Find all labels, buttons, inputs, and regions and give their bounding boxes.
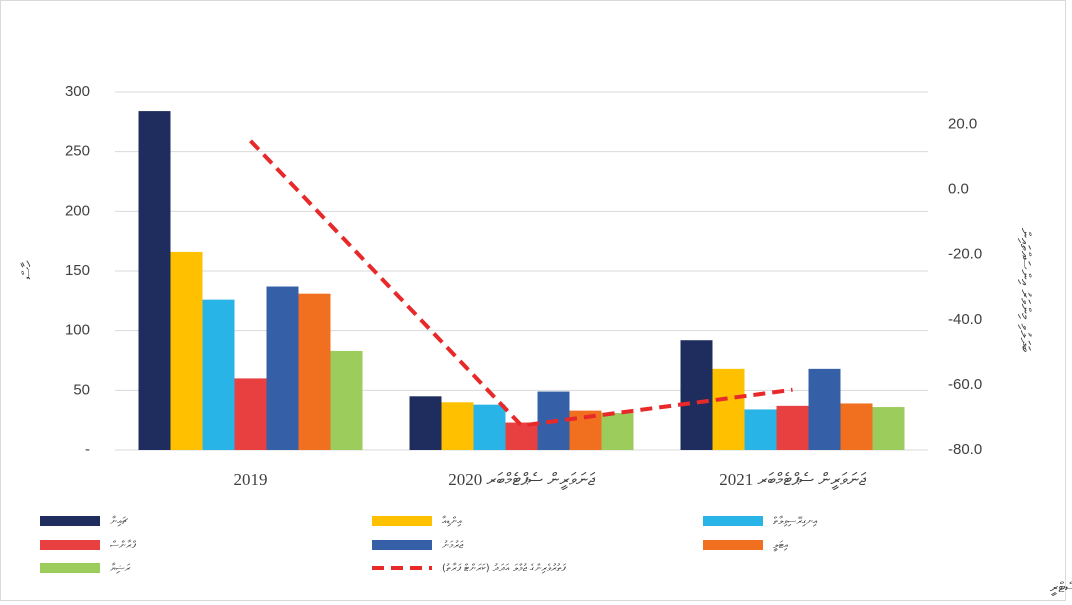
legend-label: ރަޝިޔާ <box>110 563 131 574</box>
legend-label: ފަތުރުވެރިންގެ ޖުމްލަ އަދަދު (ކަރަންޓް ފ… <box>442 563 566 574</box>
bar <box>202 299 235 450</box>
y-tick-label: 300 <box>65 83 90 100</box>
bar <box>680 340 713 450</box>
y2-tick-label: 0.0 <box>948 181 969 198</box>
y2-axis-label: ބަދަލުވި މިންވަރު އިންސައްތައިން <box>1017 228 1033 353</box>
legend-swatch <box>703 540 763 550</box>
y-tick-label: 100 <box>65 322 90 339</box>
bar <box>138 111 171 451</box>
legend-label: ޖަރުމަނު <box>442 540 464 551</box>
legend-swatch <box>40 563 100 573</box>
bar <box>266 286 299 450</box>
bar <box>330 350 363 450</box>
legend-swatch <box>40 540 100 550</box>
x-tick-label: ޖަނަވަރީން ސެޕްޓެމްބަރ 2020 <box>448 470 596 490</box>
y2-tick-label: -20.0 <box>948 246 982 263</box>
bar <box>441 402 474 450</box>
bar <box>505 422 538 450</box>
bar <box>776 405 809 450</box>
bar <box>744 409 777 450</box>
y2-tick-label: -80.0 <box>948 441 982 458</box>
y-tick-label: 150 <box>65 262 90 279</box>
source: މަޢުލޫމާތު: ޓޫރިޒަމް މިނިސްޓްރީ <box>1050 580 1072 596</box>
legend-label: އިންޑިއާ <box>442 516 463 527</box>
bar <box>170 251 203 450</box>
y-tick-label: 250 <box>65 143 90 160</box>
bar <box>840 403 873 450</box>
bar <box>409 396 442 450</box>
line <box>249 139 793 428</box>
y2-tick-label: 20.0 <box>948 116 977 133</box>
y-tick-label: - <box>85 441 90 458</box>
legend-swatch <box>703 516 763 526</box>
bar <box>298 293 331 450</box>
legend-swatch <box>372 516 432 526</box>
y-tick-label: 50 <box>73 381 90 398</box>
bar <box>473 404 506 450</box>
x-tick-label: ޖަނަވަރީން ސެޕްޓެމްބަރ 2021 <box>719 470 867 490</box>
y-tick-label: 200 <box>65 202 90 219</box>
bar <box>601 413 634 450</box>
legend-swatch <box>372 540 432 550</box>
x-tick-label: 2019 <box>234 470 268 489</box>
bar <box>872 407 905 450</box>
y-axis-label: ހާސް <box>20 260 36 279</box>
legend-label: އިޓަލީ <box>773 540 789 551</box>
legend-label: ޗައިނާ <box>110 516 129 527</box>
bar <box>234 378 267 450</box>
y2-tick-label: -40.0 <box>948 311 982 328</box>
legend-label: އިނގިރޭސިވިލާތް <box>773 516 818 527</box>
legend-label: ފްރާންސް <box>110 540 137 551</box>
bar <box>712 368 745 450</box>
bar <box>808 368 841 450</box>
y2-tick-label: -60.0 <box>948 376 982 393</box>
legend-swatch <box>40 516 100 526</box>
